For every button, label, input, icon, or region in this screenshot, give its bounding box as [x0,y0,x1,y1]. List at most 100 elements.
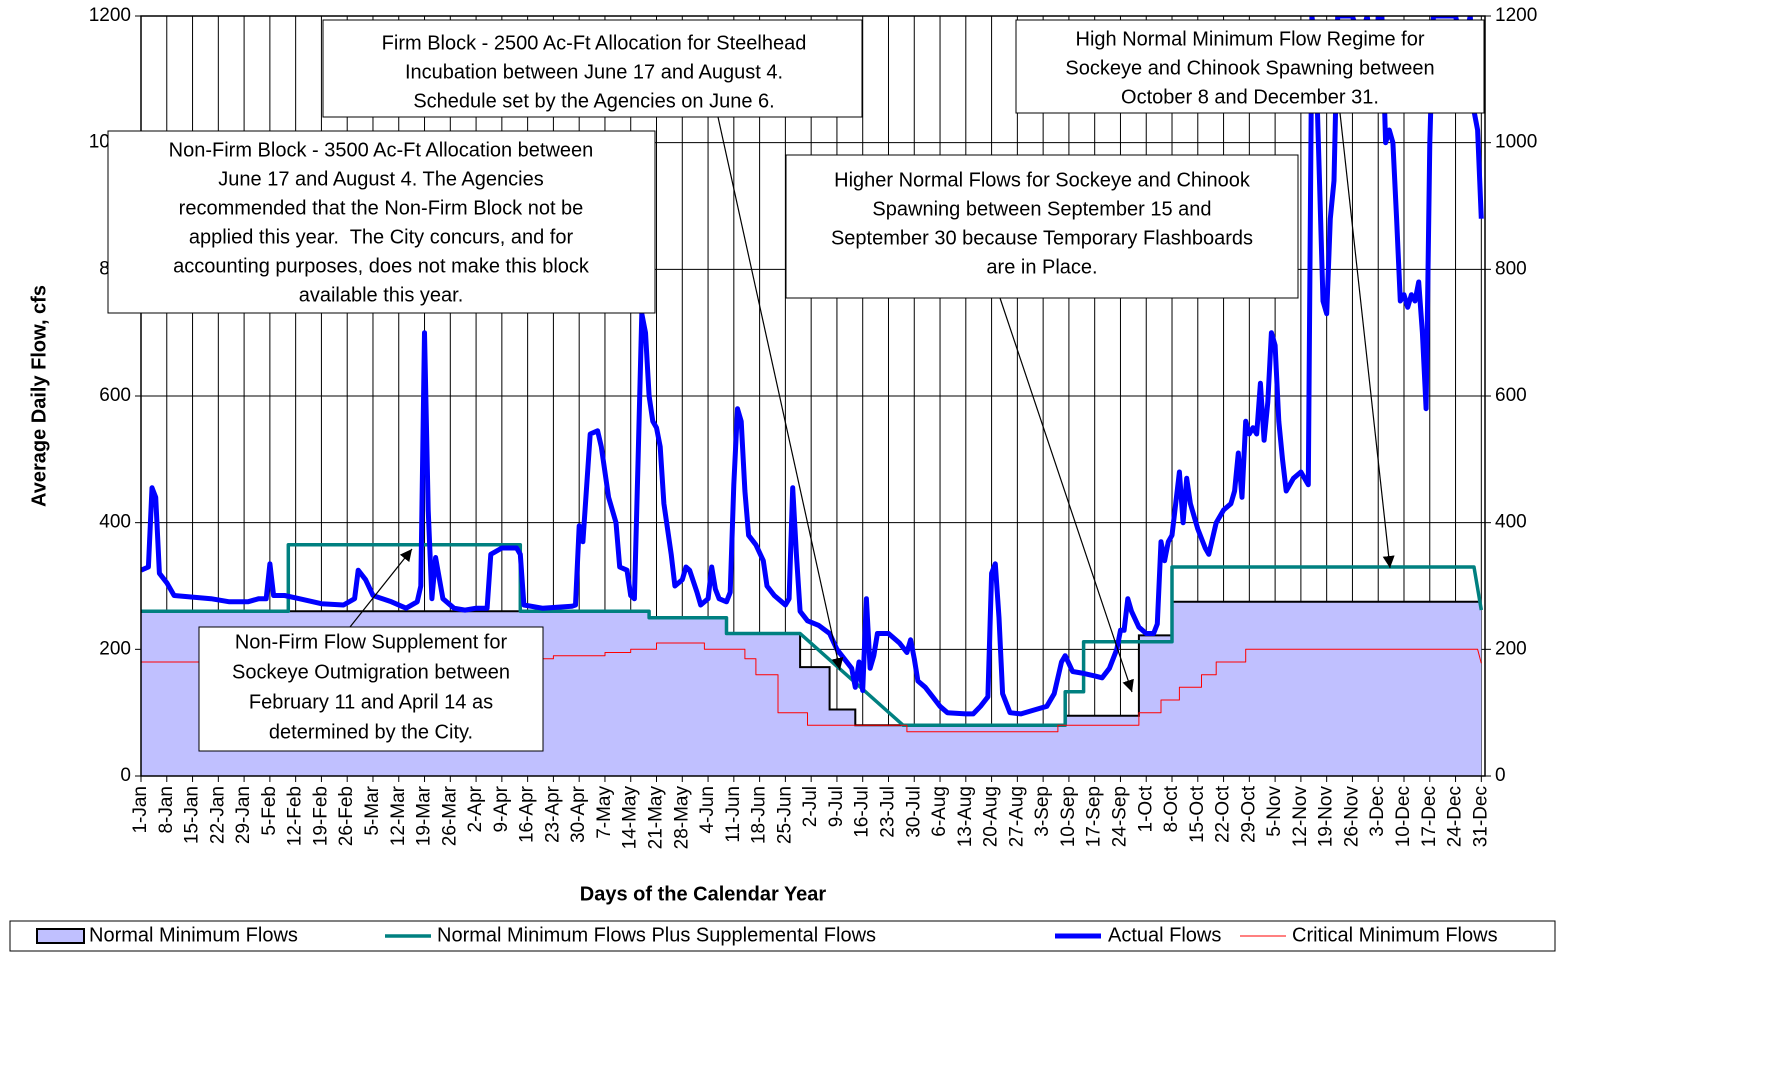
annotation-arrow [999,297,1134,693]
annotation-box [785,154,1299,299]
annotation-text: determined by the City. [269,721,473,743]
y2-tick-label: 0 [1495,765,1506,786]
x-tick-label: 7-May [594,786,615,839]
annotation-text: High Normal Minimum Flow Regime for [1076,28,1425,50]
y-tick-label: 1200 [89,5,131,26]
annotation-box [1015,19,1485,114]
x-tick-label: 1-Oct [1135,785,1156,832]
x-tick-label: 19-Mar [414,785,435,846]
annotation-text: Higher Normal Flows for Sockeye and Chin… [834,169,1251,191]
legend-label: Normal Minimum Flows [89,924,298,946]
x-tick-label: 26-Mar [439,785,460,846]
legend-frame [9,920,1556,952]
legend-label: Normal Minimum Flows Plus Supplemental F… [437,924,876,946]
annotation-text: September 30 because Temporary Flashboar… [831,227,1253,249]
x-axis-label: Days of the Calendar Year [580,883,827,905]
annotation-text: Sockeye Outmigration between [232,661,510,683]
y-tick-label: 600 [99,385,131,406]
x-tick-label: 5-Feb [259,786,280,836]
annotations: Firm Block - 2500 Ac-Ft Allocation for S… [107,19,1485,752]
annotation-arrow [349,548,413,628]
x-tick-label: 9-Apr [491,785,512,832]
x-tick-label: 18-Jun [749,786,770,844]
annotation-arrow [1339,112,1395,569]
x-tick-label: 29-Oct [1238,785,1259,843]
annotation-text: accounting purposes, does not make this … [173,255,590,277]
x-tick-label: 22-Jan [207,786,228,844]
annotation-text: October 8 and December 31. [1121,86,1379,108]
x-tick-label: 13-Aug [955,786,976,847]
axes: 0200400600800100012000200400600800100012… [89,5,1538,849]
x-tick-label: 24-Sep [1109,786,1130,847]
legend-swatch [36,928,85,944]
y-tick-label: 400 [99,512,131,533]
x-tick-label: 12-Mar [388,785,409,846]
x-tick-label: 3-Sep [1032,786,1053,837]
x-tick-label: 9-Jul [826,786,847,827]
y-tick-label: 0 [120,765,131,786]
annotation-text: recommended that the Non-Firm Block not … [179,197,584,219]
x-tick-label: 5-Mar [362,785,383,835]
y2-tick-label: 400 [1495,512,1527,533]
annotation-text: February 11 and April 14 as [249,691,493,713]
x-tick-label: 19-Nov [1316,786,1337,848]
x-tick-label: 28-May [671,786,692,850]
x-tick-label: 14-May [620,786,641,850]
annotation-text: Incubation between June 17 and August 4. [405,61,783,83]
annotation-text: Spawning between September 15 and [872,198,1211,220]
x-tick-label: 10-Sep [1058,786,1079,847]
legend-label: Actual Flows [1108,924,1221,946]
x-tick-label: 8-Oct [1161,785,1182,832]
x-tick-label: 23-Jul [878,786,899,838]
annotation-text: Schedule set by the Agencies on June 6. [413,90,774,112]
annotation-text: June 17 and August 4. The Agencies [218,168,543,190]
x-tick-label: 2-Jul [800,786,821,827]
annotation-text: Non-Firm Block - 3500 Ac-Ft Allocation b… [169,139,594,161]
x-tick-label: 20-Aug [981,786,1002,847]
x-tick-label: 23-Apr [542,785,563,843]
x-tick-label: 26-Feb [336,786,357,846]
x-tick-label: 16-Jul [852,786,873,838]
x-tick-label: 27-Aug [1006,786,1027,847]
annotation-text: available this year. [299,284,464,306]
x-tick-label: 5-Nov [1264,786,1285,837]
line [141,642,1482,733]
x-tick-label: 15-Jan [182,786,203,844]
annotation-text: applied this year. The City concurs, and… [189,226,574,248]
x-tick-label: 11-Jun [723,786,744,843]
x-tick-label: 6-Aug [929,786,950,837]
x-tick-label: 19-Feb [310,786,331,846]
x-tick-label: 16-Apr [517,785,538,843]
y2-tick-label: 200 [1495,638,1527,659]
y2-tick-label: 600 [1495,385,1527,406]
x-tick-label: 3-Dec [1367,786,1388,837]
annotation-box [198,626,544,752]
x-tick-label: 15-Oct [1187,785,1208,843]
x-tick-label: 30-Jul [903,786,924,838]
x-tick-label: 1-Jan [130,786,151,834]
x-tick-label: 30-Apr [568,785,589,843]
x-tick-label: 29-Jan [233,786,254,844]
x-tick-label: 8-Jan [156,786,177,834]
x-tick-label: 22-Oct [1213,785,1234,843]
x-tick-label: 21-May [646,786,667,850]
legend: Normal Minimum Flows Normal Minimum Flows… [9,920,1556,952]
annotation-box [107,130,656,314]
y-axis-label: Average Daily Flow, cfs [28,285,50,507]
annotation-text: Sockeye and Chinook Spawning between [1065,57,1434,79]
x-tick-label: 4-Jun [697,786,718,834]
x-tick-label: 12-Nov [1290,786,1311,848]
annotation-arrow [717,116,844,671]
y2-tick-label: 1200 [1495,5,1537,26]
y-tick-label: 200 [99,638,131,659]
annotation-box [322,19,863,118]
x-tick-label: 12-Feb [285,786,306,846]
annotation-text: are in Place. [986,256,1097,278]
legend-label: Critical Minimum Flows [1292,924,1498,946]
line [141,16,1484,717]
x-tick-label: 25-Jun [774,786,795,844]
x-tick-label: 2-Apr [465,785,486,832]
x-tick-label: 10-Dec [1393,786,1414,847]
x-tick-label: 26-Nov [1341,786,1362,848]
